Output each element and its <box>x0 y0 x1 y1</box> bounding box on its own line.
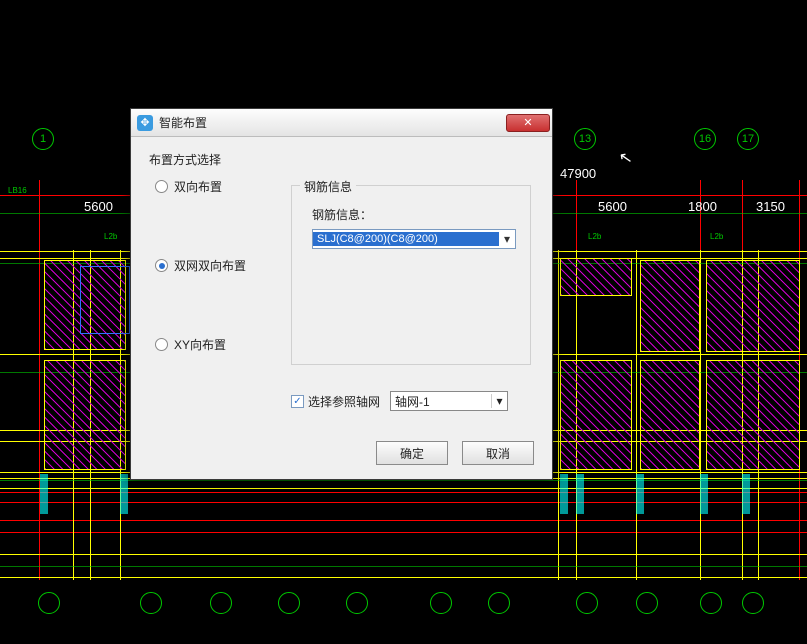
cancel-button-label: 取消 <box>486 445 510 462</box>
layout-option-label: XY向布置 <box>174 336 226 353</box>
cancel-button[interactable]: 取消 <box>462 441 534 465</box>
axis-bubble: 13 <box>574 128 596 150</box>
app-icon: ✥ <box>137 115 153 131</box>
reference-grid-label: 选择参照轴网 <box>308 393 380 410</box>
layout-mode-group-label: 布置方式选择 <box>149 151 534 168</box>
layout-option-label: 双向布置 <box>174 178 222 195</box>
radio-icon <box>155 180 168 193</box>
radio-icon <box>155 259 168 272</box>
reference-grid-row: ✓ 选择参照轴网 轴网-1 ▾ <box>291 391 508 411</box>
close-icon: ✕ <box>523 116 532 129</box>
axis-bubble: 17 <box>737 128 759 150</box>
dimension-text: 5600 <box>84 199 113 214</box>
layout-option-label: 双网双向布置 <box>174 257 246 274</box>
axis-bubble: 16 <box>694 128 716 150</box>
dialog-title: 智能布置 <box>159 114 506 131</box>
smart-layout-dialog: ✥ 智能布置 ✕ 布置方式选择 双向布置双网双向布置 XY向布置 钢筋信息 钢筋信… <box>130 108 553 480</box>
chevron-down-icon: ▾ <box>491 394 507 408</box>
dimension-text: 1800 <box>688 199 717 214</box>
rebar-info-combo[interactable]: SLJ(C8@200)(C8@200) ▾ <box>312 229 516 249</box>
rebar-info-panel: 钢筋信息 钢筋信息： SLJ(C8@200)(C8@200) ▾ <box>291 185 531 365</box>
reference-grid-select[interactable]: 轴网-1 ▾ <box>390 391 508 411</box>
rebar-info-legend: 钢筋信息 <box>300 178 356 195</box>
rebar-combo-value: SLJ(C8@200)(C8@200) <box>313 232 499 246</box>
dialog-body: 布置方式选择 双向布置双网双向布置 XY向布置 钢筋信息 钢筋信息： SLJ(C8… <box>131 137 552 479</box>
reference-grid-value: 轴网-1 <box>391 393 491 410</box>
rebar-field-label: 钢筋信息： <box>312 206 520 223</box>
dimension-text: 47900 <box>560 166 596 181</box>
reference-grid-checkbox[interactable]: ✓ <box>291 395 304 408</box>
chevron-down-icon: ▾ <box>499 232 515 246</box>
dimension-text: 5600 <box>598 199 627 214</box>
dimension-text: 3150 <box>756 199 785 214</box>
dialog-titlebar[interactable]: ✥ 智能布置 ✕ <box>131 109 552 137</box>
radio-icon <box>155 338 168 351</box>
ok-button[interactable]: 确定 <box>376 441 448 465</box>
close-button[interactable]: ✕ <box>506 114 550 132</box>
ok-button-label: 确定 <box>400 445 424 462</box>
axis-bubble: 1 <box>32 128 54 150</box>
dialog-button-row: 确定 取消 <box>376 441 534 465</box>
